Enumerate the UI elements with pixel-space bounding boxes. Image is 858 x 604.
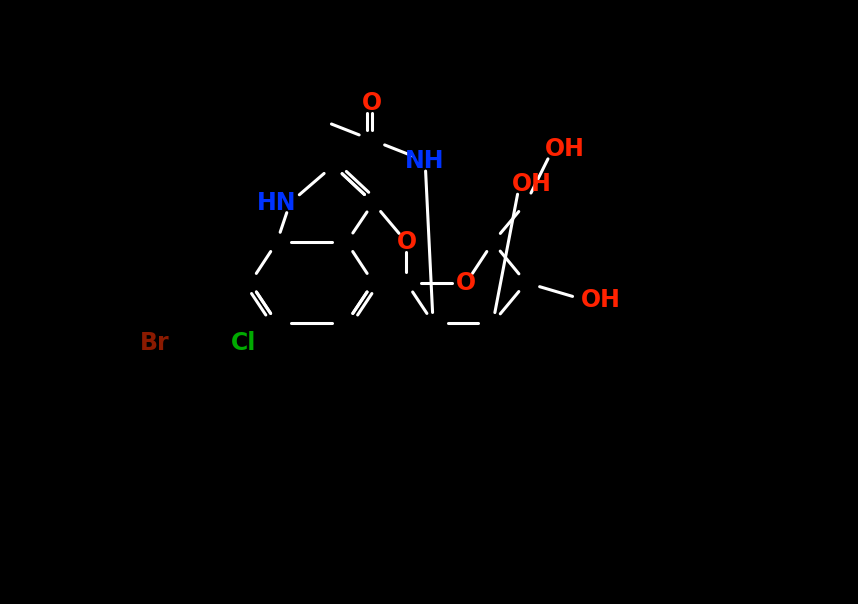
- Text: Cl: Cl: [231, 331, 257, 355]
- Text: O: O: [396, 230, 416, 254]
- Text: O: O: [362, 91, 382, 115]
- Text: Br: Br: [141, 331, 170, 355]
- Text: HN: HN: [257, 191, 297, 214]
- Text: NH: NH: [405, 149, 444, 173]
- Text: OH: OH: [581, 288, 620, 312]
- Text: OH: OH: [511, 172, 552, 196]
- Text: OH: OH: [545, 137, 584, 161]
- Text: O: O: [456, 271, 476, 295]
